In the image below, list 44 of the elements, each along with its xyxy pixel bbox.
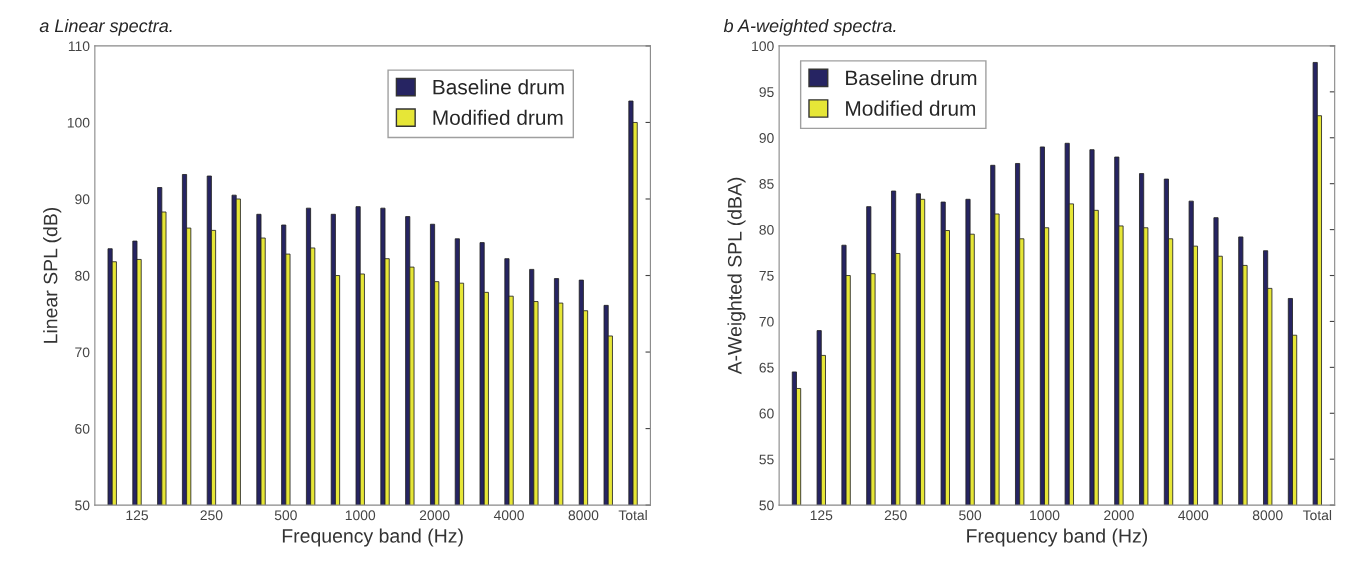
chart-title: b A-weighted spectra. [723,18,896,36]
x-tick-label: 2000 [419,510,450,521]
x-tick-label: 4000 [493,510,524,521]
legend-label: Modified drum [846,100,976,116]
x-tick-label: 4000 [1178,510,1209,521]
y-tick-label: 50 [75,500,90,511]
x-tick-label: 250 [884,510,907,521]
y-tick-label: 80 [759,224,774,235]
x-axis-title: Frequency band (Hz) [967,528,1148,547]
x-axis-title: Frequency band (Hz) [282,528,463,547]
x-tick-label: 8000 [1252,510,1283,521]
x-tick-label: 500 [274,510,297,521]
y-tick-label: 50 [759,500,774,511]
y-axis-title: Linear SPL (dB) [43,207,62,343]
x-tick-label: 8000 [568,510,599,521]
y-tick-label: 60 [75,423,90,434]
x-tick-label: Total [618,509,647,521]
legend-label: Baseline drum [433,79,564,95]
y-tick-label: 70 [75,347,90,358]
y-tick-label: 100 [67,117,90,128]
y-tick-label: 100 [752,41,774,52]
y-tick-label: 70 [759,316,774,327]
y-tick-label: 80 [75,270,90,281]
x-tick-label: 1000 [1030,510,1060,521]
y-tick-label: 90 [759,133,774,143]
x-tick-label: 1000 [345,510,376,521]
x-tick-label: 500 [959,510,982,521]
x-tick-label: Total [1302,509,1332,521]
y-tick-label: 60 [759,408,774,419]
y-tick-label: 90 [75,194,90,205]
y-tick-label: 75 [759,271,774,281]
y-tick-label: 95 [759,87,774,98]
x-tick-label: 125 [810,510,833,521]
x-tick-label: 125 [126,510,149,521]
y-tick-label: 65 [759,362,774,373]
legend-label: Modified drum [433,109,563,126]
y-tick-label: 85 [759,179,774,189]
y-tick-label: 55 [759,454,774,465]
x-tick-label: 250 [200,510,223,521]
x-tick-label: 2000 [1104,510,1134,521]
chart-title: a Linear spectra. [39,18,172,36]
legend-label: Baseline drum [846,70,977,86]
y-axis-title: A-Weighted SPL (dBA) [727,177,746,375]
y-tick-label: 110 [68,41,90,52]
